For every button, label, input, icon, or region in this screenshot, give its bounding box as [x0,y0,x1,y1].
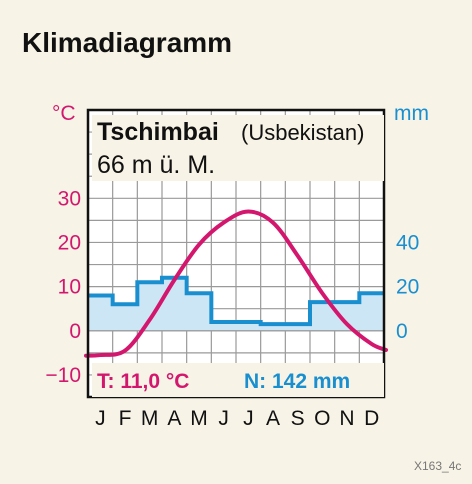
figure-id: X163_4c [414,459,461,473]
month-label: O [314,407,330,430]
precipitation-tick-label: 20 [396,276,419,299]
precipitation-bar-1 [88,295,113,330]
precipitation-axis-ticks: 40 20 0 [396,231,419,342]
temperature-tick-label: 10 [58,276,81,299]
temperature-axis-ticks: 30 20 10 0 −10 [45,187,81,387]
temperature-tick-label: 0 [69,320,81,343]
month-label: J [218,407,229,430]
month-label: J [243,407,254,430]
month-label: N [339,407,354,430]
chart-title: Klimadiagramm [22,27,232,58]
precipitation-total: N: 142 mm [244,370,350,393]
temperature-total: T: 11,0 °C [97,370,189,393]
station-country: (Usbekistan) [241,120,364,145]
temperature-tick-label: −10 [45,364,81,387]
precipitation-unit-label: mm [394,102,429,125]
totals-background [92,363,384,397]
station-label-background [92,115,384,181]
precipitation-bar-5 [187,293,212,331]
temperature-curve [84,209,388,358]
month-label: A [266,407,280,430]
month-label: D [364,407,379,430]
temperature-tick-label: 20 [58,231,81,254]
month-label: M [141,407,159,430]
month-label: F [119,407,132,430]
station-name-text: Tschimbai [97,118,219,146]
month-label: J [95,407,106,430]
precipitation-bar-2 [113,304,138,330]
precipitation-tick-label: 0 [396,320,408,343]
precipitation-bar-4 [162,278,187,331]
temperature-unit-label: °C [52,102,76,125]
station-name: Tschimbai [97,118,219,146]
temperature-tick-label: 30 [58,187,81,210]
precipitation-tick-label: 40 [396,231,419,254]
month-label: S [291,407,305,430]
station-altitude: 66 m ü. M. [97,151,215,179]
precipitation-bar-12 [359,293,384,331]
temperature-curve-layer [84,209,388,358]
month-label: A [167,407,181,430]
month-label: M [190,407,208,430]
